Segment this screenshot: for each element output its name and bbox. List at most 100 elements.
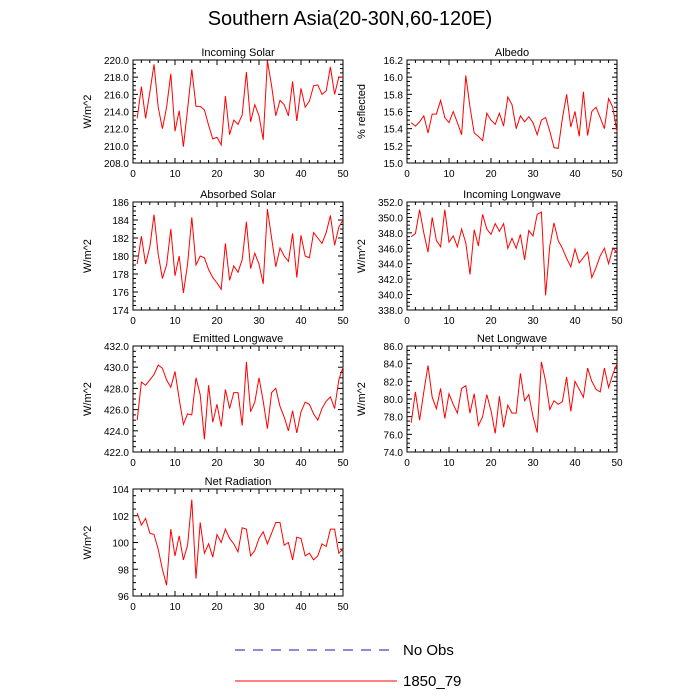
x-tick-label: 20 — [485, 316, 497, 327]
panel-frame — [406, 201, 618, 311]
y-tick-label: 178 — [112, 270, 129, 281]
x-tick-label: 30 — [527, 316, 539, 327]
x-tick-label: 40 — [569, 169, 581, 180]
x-tick-label: 50 — [611, 316, 623, 327]
panel-emitted-longwave: Emitted Longwave W/m^2 0 10 20 30 40 50 422.0 424… — [82, 333, 349, 469]
legend-model-label: 1850_79 — [403, 673, 461, 690]
panel-title: Albedo — [495, 47, 529, 59]
x-tick-label: 40 — [295, 602, 307, 613]
legend: No Obs 1850_79 — [235, 642, 461, 690]
x-tick-label: 0 — [130, 602, 136, 613]
y-tick-label: 15.0 — [384, 159, 404, 170]
y-tick-label: 174 — [112, 306, 129, 317]
x-tick-label: 20 — [485, 169, 497, 180]
y-tick-label: 352.0 — [378, 198, 403, 209]
x-tick-label: 10 — [169, 316, 181, 327]
x-tick-label: 10 — [443, 458, 455, 469]
x-tick-label: 0 — [130, 316, 136, 327]
panel-frame — [132, 201, 344, 311]
y-axis-label: W/m^2 — [356, 239, 368, 273]
x-tick-label: 20 — [211, 316, 223, 327]
panel-title: Incoming Solar — [201, 47, 275, 59]
x-tick-label: 10 — [443, 316, 455, 327]
panel-title: Absorbed Solar — [200, 189, 276, 201]
x-tick-label: 30 — [253, 458, 265, 469]
x-tick-label: 40 — [295, 169, 307, 180]
x-tick-label: 50 — [337, 458, 349, 469]
y-tick-label: 74.0 — [384, 448, 404, 459]
y-tick-label: 80.0 — [384, 395, 404, 406]
series-line-1850-79 — [410, 361, 618, 434]
x-tick-label: 10 — [169, 458, 181, 469]
x-tick-label: 0 — [404, 458, 410, 469]
y-tick-label: 86.0 — [384, 342, 404, 353]
x-tick-label: 50 — [337, 169, 349, 180]
y-tick-label: 76.0 — [384, 430, 404, 441]
y-tick-label: 426.0 — [104, 406, 129, 417]
y-axis-label: % reflected — [356, 84, 368, 139]
panel-title: Net Radiation — [205, 476, 272, 488]
x-tick-label: 0 — [130, 458, 136, 469]
y-tick-label: 432.0 — [104, 342, 129, 353]
x-tick-label: 30 — [253, 169, 265, 180]
x-tick-label: 20 — [211, 169, 223, 180]
y-tick-label: 176 — [112, 288, 129, 299]
y-tick-label: 100 — [112, 539, 129, 550]
y-tick-label: 344.0 — [378, 260, 403, 271]
series-line-1850-79 — [136, 361, 344, 440]
y-tick-label: 180 — [112, 252, 129, 263]
y-axis-label: W/m^2 — [82, 239, 94, 273]
y-tick-label: 216.0 — [104, 90, 129, 101]
series-line-1850-79 — [136, 209, 344, 293]
x-tick-label: 30 — [527, 458, 539, 469]
x-tick-label: 30 — [527, 169, 539, 180]
y-axis-label: W/m^2 — [82, 382, 94, 416]
panel-title: Incoming Longwave — [463, 189, 561, 201]
y-tick-label: 82.0 — [384, 377, 404, 388]
x-tick-label: 20 — [485, 458, 497, 469]
panel-incoming-solar: Incoming Solar W/m^2 0 10 20 30 40 50 208.0 210.0… — [82, 47, 349, 180]
y-tick-label: 98 — [118, 565, 130, 576]
panel-albedo: Albedo % reflected 0 10 20 30 40 50 15.0 15.2 15.4… — [356, 47, 623, 180]
y-tick-label: 346.0 — [378, 244, 403, 255]
y-axis-label: W/m^2 — [82, 95, 94, 129]
y-tick-label: 214.0 — [104, 108, 129, 119]
x-tick-label: 20 — [211, 602, 223, 613]
panel-frame — [132, 345, 344, 453]
y-tick-label: 424.0 — [104, 427, 129, 438]
y-tick-label: 15.8 — [384, 90, 404, 101]
panel-absorbed-solar: Absorbed Solar W/m^2 0 10 20 30 40 50 174 176 178 1… — [82, 189, 349, 327]
x-tick-label: 40 — [569, 316, 581, 327]
x-tick-label: 0 — [404, 169, 410, 180]
y-tick-label: 338.0 — [378, 306, 403, 317]
x-tick-label: 50 — [337, 316, 349, 327]
figure-title: Southern Asia(20-30N,60-120E) — [207, 8, 493, 30]
panel-net-radiation: Net Radiation W/m^2 0 10 20 30 40 50 96 98 100 102 1… — [82, 476, 349, 613]
x-tick-label: 30 — [253, 602, 265, 613]
panel-title: Net Longwave — [477, 333, 547, 345]
x-tick-label: 10 — [443, 169, 455, 180]
y-tick-label: 15.2 — [384, 142, 404, 153]
y-tick-label: 104 — [112, 485, 129, 496]
y-tick-label: 96 — [118, 592, 130, 603]
x-tick-label: 0 — [130, 169, 136, 180]
x-tick-label: 10 — [169, 602, 181, 613]
y-tick-label: 212.0 — [104, 125, 129, 136]
y-tick-label: 184 — [112, 216, 129, 227]
y-tick-label: 186 — [112, 198, 129, 209]
x-tick-label: 50 — [337, 602, 349, 613]
series-line-1850-79 — [410, 209, 618, 296]
x-tick-label: 0 — [404, 316, 410, 327]
y-tick-label: 218.0 — [104, 73, 129, 84]
panel-frame — [132, 59, 344, 164]
x-tick-label: 40 — [295, 458, 307, 469]
y-tick-label: 15.6 — [384, 108, 404, 119]
panel-net-longwave: Net Longwave W/m^2 0 10 20 30 40 50 74.0 76.0 78.0… — [356, 333, 623, 469]
x-tick-label: 10 — [169, 169, 181, 180]
y-tick-label: 210.0 — [104, 142, 129, 153]
x-tick-label: 20 — [211, 458, 223, 469]
y-tick-label: 84.0 — [384, 360, 404, 371]
y-tick-label: 422.0 — [104, 448, 129, 459]
